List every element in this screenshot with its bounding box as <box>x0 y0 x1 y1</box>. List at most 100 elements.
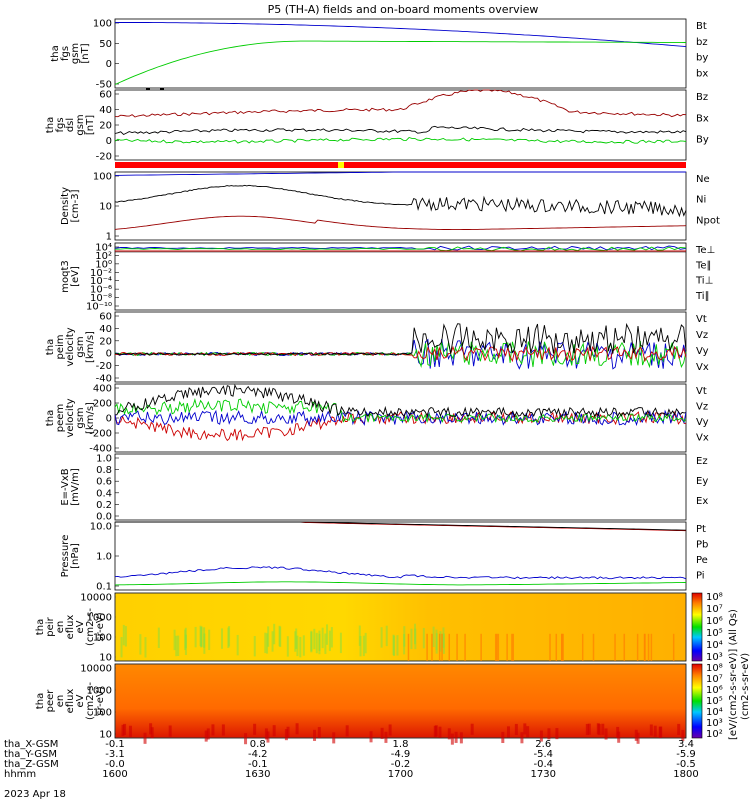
y-axis-label: eV <box>75 620 86 633</box>
y-axis-label: fgs <box>55 117 66 132</box>
tick-label: 60 <box>99 312 112 323</box>
y-axis-label: dsl <box>65 118 76 132</box>
tick-label: 200 <box>93 399 112 410</box>
tick-label: 10⁻² <box>90 268 112 279</box>
colorbar-tick-label: 10⁵ <box>706 628 723 639</box>
plot-title: P5 (TH-A) fields and on-board moments ov… <box>268 3 539 16</box>
colorbar-tick-label: 10³ <box>706 718 723 729</box>
xaxis-tick-label: 2.6 <box>535 739 551 750</box>
tick-label: 60 <box>99 90 112 101</box>
xaxis-tick-label: 1730 <box>531 769 556 780</box>
series-pb <box>115 521 687 532</box>
y-axis-label: gsm <box>70 43 81 64</box>
y-axis-label: eflux <box>65 615 76 640</box>
legend-tix: Ti∥ <box>695 291 710 302</box>
tick-label: -40 <box>96 374 112 385</box>
tick-label: 10000 <box>80 664 112 675</box>
tick-label: 0 <box>106 59 112 70</box>
legend-ez: Ez <box>696 456 708 467</box>
colorbar-tick-label: 10⁵ <box>706 696 723 707</box>
y-axis-label: eV <box>75 694 86 707</box>
y-axis-label: [nT] <box>85 115 96 135</box>
panel-frame <box>114 521 687 591</box>
y-axis-label: en <box>55 695 66 708</box>
tick-label: -20 <box>96 152 112 163</box>
series-pe <box>114 581 687 586</box>
tick-label: 100 <box>93 708 112 719</box>
tick-label: 10 <box>99 202 112 213</box>
panel-efield: E=-VxB [mV/m] 1.00.80.60.40.20.0 Ez Ey Ex <box>60 454 708 523</box>
series-vt <box>114 322 687 356</box>
y-axis-label: tha <box>50 45 61 61</box>
panel-frame <box>114 311 687 383</box>
panel-fgs-dsl: tha fgs dsl gsm [nT] 60 40 20 0 -20 Bz Bx By <box>45 88 709 168</box>
series-vx-peem <box>114 409 687 427</box>
colorbar-tick-label: 10³ <box>706 652 723 663</box>
panel-peer-spectrogram: tha peer en eflux eV (cm2-s-sr-eV) 10000 1000 10… <box>35 664 687 745</box>
panel-frame <box>114 242 687 311</box>
legend-by: by <box>696 53 708 64</box>
tick-label: 0.8 <box>96 465 112 476</box>
tick-label: 10⁴ <box>95 243 112 254</box>
y-axis-label: (cm2-s- <box>85 682 96 720</box>
colorbar-tick-label: 10⁷ <box>706 604 723 615</box>
legend-ni: Ni <box>696 195 706 206</box>
panel-frame <box>114 89 687 161</box>
y-axis-label: [km/s] <box>85 402 96 434</box>
series-vt-peem <box>114 383 687 418</box>
tick-label: 0 <box>106 136 112 147</box>
colorbar-peir <box>691 592 703 662</box>
tick-label: 10.0 <box>90 522 112 533</box>
legend-by: By <box>696 135 709 146</box>
tick-label: 10⁻⁶ <box>90 285 112 296</box>
colorbar-tick-label: 10⁶ <box>706 685 723 696</box>
legend-ey: Ey <box>696 476 708 487</box>
xaxis-row-label: tha_X-GSM <box>4 739 58 750</box>
legend-pt: Pt <box>696 524 706 535</box>
legend-vy: Vy <box>696 346 709 357</box>
tick-label: 10 <box>99 653 112 664</box>
y-axis-label: peir <box>45 616 56 636</box>
series-by <box>114 40 687 85</box>
series-bz-dsl <box>114 89 687 118</box>
legend-ne: Ne <box>696 174 710 185</box>
colorbar-tick-label: 10⁸ <box>706 663 723 674</box>
series-bx <box>114 21 687 48</box>
date-label: 2023 Apr 18 <box>4 789 66 800</box>
tick-label: 1000 <box>87 686 112 697</box>
tick-label: 0 <box>106 349 112 360</box>
xaxis-tick-label: -0.0 <box>105 759 125 770</box>
tick-label: 100 <box>93 172 112 183</box>
tick-label: 0 <box>106 414 112 425</box>
xaxis-tick-label: 3.4 <box>678 739 694 750</box>
legend-vy: Vy <box>696 417 709 428</box>
panel-fgs-total: tha fgs gsm [nT] 100 50 0 -50 Bt bz by bx <box>50 19 708 91</box>
colorbar-tick-label: 10⁴ <box>706 707 723 718</box>
series-ti-par <box>114 246 687 252</box>
tick-label: 0.6 <box>96 477 112 488</box>
tick-label: 0.4 <box>96 488 112 499</box>
legend-vx: Vx <box>696 433 709 444</box>
xaxis-tick-label: -0.5 <box>676 759 696 770</box>
legend-vz: Vz <box>696 402 708 413</box>
y-axis-label: gsm <box>75 114 86 135</box>
tick-label: -20 <box>96 361 112 372</box>
xaxis-tick-label: -5.4 <box>533 749 553 760</box>
tick-label: 0.2 <box>96 500 112 511</box>
legend-bx: Bx <box>696 113 709 124</box>
y-axis-label: E=-VxB <box>60 468 71 505</box>
xaxis-tick-label: -5.9 <box>676 749 696 760</box>
y-axis-label: [cm-3] <box>70 189 81 222</box>
panel-pressure: Pressure [nPa] 10.0 1.0 0.1 Pt Pb Pe Pi <box>60 522 708 593</box>
tick-label: 10 <box>99 730 112 741</box>
tick-label: 20 <box>99 336 112 347</box>
legend-bt: Bt <box>696 21 707 32</box>
xaxis-tick-label: 1600 <box>102 769 127 780</box>
xaxis-tick-label: 1630 <box>245 769 270 780</box>
y-axis-label: tha <box>45 339 56 355</box>
tick-label: 10000 <box>80 593 112 604</box>
tick-label: 10² <box>95 251 112 262</box>
y-axis-label: sr-eV) <box>95 686 106 715</box>
